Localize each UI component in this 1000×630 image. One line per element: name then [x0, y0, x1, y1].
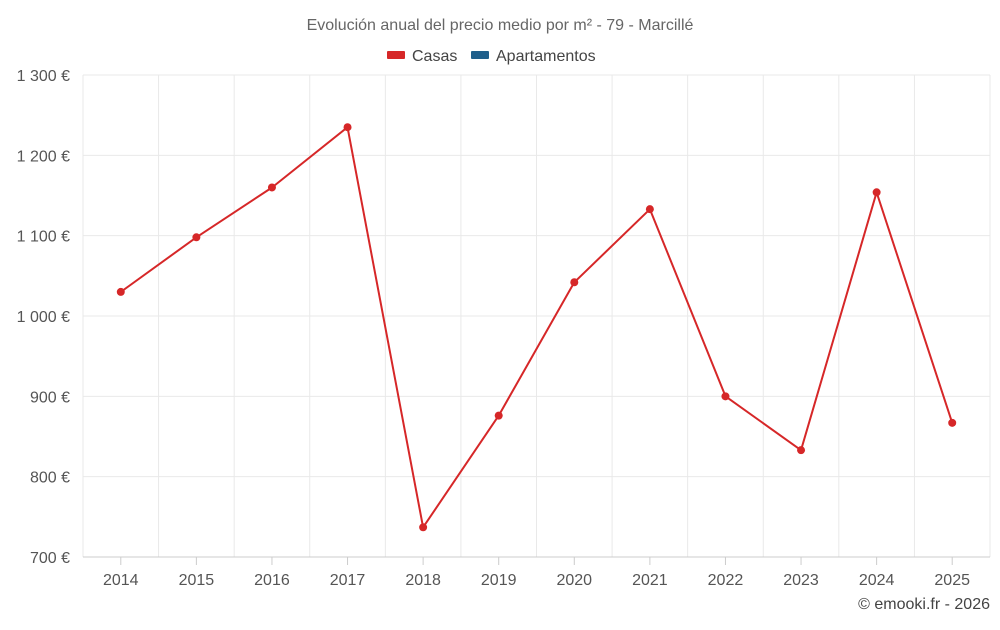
data-point	[872, 188, 881, 197]
series-line-casas	[120, 126, 954, 529]
x-tick-label: 2025	[934, 572, 970, 589]
x-tick-label: 2020	[556, 572, 592, 589]
data-point	[948, 418, 957, 427]
y-tick-label: 1 200 €	[17, 148, 70, 165]
data-point	[343, 123, 352, 132]
series	[116, 123, 957, 532]
x-tick-label: 2014	[103, 572, 139, 589]
data-point	[721, 392, 730, 401]
x-tick-label: 2023	[783, 572, 819, 589]
legend-swatch-casas	[387, 51, 405, 59]
axes: 700 € 800 € 900 € 1 000 € 1 100 € 1 200 € 1 30…	[17, 68, 990, 589]
data-point	[797, 446, 806, 455]
legend-label-apartamentos: Apartamentos	[496, 48, 596, 65]
y-tick-label: 700 €	[30, 550, 70, 567]
x-tick-label: 2016	[254, 572, 290, 589]
data-point	[645, 205, 654, 214]
data-point	[419, 523, 428, 532]
x-tick-label: 2017	[330, 572, 366, 589]
x-tick-label: 2019	[481, 572, 517, 589]
credit-text: © emooki.fr - 2026	[858, 596, 990, 613]
x-tick-label: 2022	[708, 572, 744, 589]
chart-title: Evolución anual del precio medio por m² …	[307, 17, 694, 34]
data-point	[116, 287, 125, 296]
x-tick-label: 2018	[405, 572, 441, 589]
gridlines	[82, 74, 991, 557]
legend: Casas Apartamentos	[387, 48, 596, 65]
y-tick-label: 800 €	[30, 470, 70, 487]
y-tick-label: 900 €	[30, 389, 70, 406]
data-point	[570, 278, 579, 287]
y-tick-label: 1 000 €	[17, 309, 70, 326]
x-tick-label: 2024	[859, 572, 895, 589]
y-tick-label: 1 100 €	[17, 229, 70, 246]
x-tick-label: 2015	[179, 572, 215, 589]
legend-item-apartamentos[interactable]: Apartamentos	[471, 48, 596, 65]
data-point	[192, 233, 201, 242]
legend-swatch-apartamentos	[471, 51, 489, 59]
data-point	[494, 411, 503, 420]
data-point	[267, 183, 276, 192]
y-tick-label: 1 300 €	[17, 68, 70, 85]
legend-label-casas: Casas	[412, 48, 457, 65]
legend-item-casas[interactable]: Casas	[387, 48, 457, 65]
x-tick-label: 2021	[632, 572, 668, 589]
